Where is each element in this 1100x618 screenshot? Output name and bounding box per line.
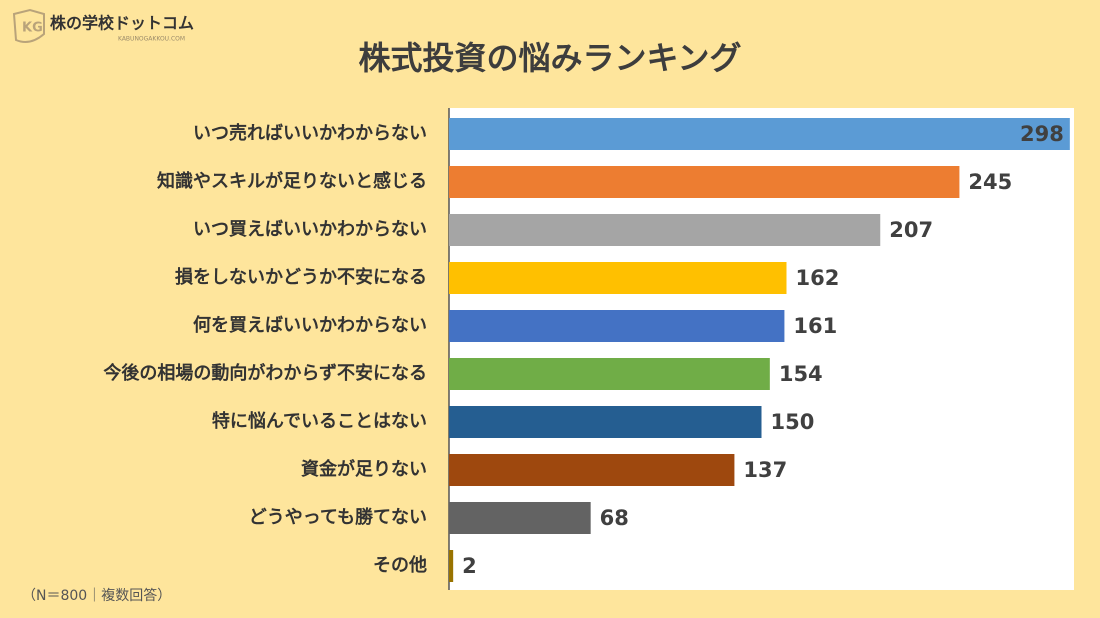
bar	[449, 262, 787, 294]
category-label: 今後の相場の動向がわからず不安になる	[103, 362, 427, 384]
category-label: 損をしないかどうか不安になる	[175, 266, 427, 288]
category-label: どうやっても勝てない	[249, 506, 427, 528]
bar	[449, 502, 591, 534]
bar	[449, 454, 735, 486]
chart-title: 株式投資の悩みランキング	[358, 39, 741, 77]
value-label: 2	[462, 554, 477, 578]
category-label: 特に悩んでいることはない	[212, 410, 427, 432]
bar	[449, 214, 881, 246]
logo-name: 株の学校ドットコム	[50, 14, 194, 33]
value-label: 161	[793, 314, 837, 338]
value-label: 68	[600, 506, 629, 530]
category-label: いつ売ればいいかわからない	[193, 122, 427, 144]
value-label: 162	[796, 266, 840, 290]
category-label: いつ買えばいいかわからない	[193, 219, 427, 240]
value-label: 298	[1020, 122, 1064, 146]
category-label: 知識やスキルが足りないと感じる	[157, 170, 427, 192]
value-label: 154	[779, 362, 823, 386]
category-label: 何を買えばいいかわからない	[193, 314, 427, 336]
logo-mark: KG	[22, 21, 43, 36]
bar	[449, 550, 454, 582]
value-label: 137	[743, 458, 787, 482]
category-label: 資金が足りない	[301, 458, 427, 480]
bar	[449, 166, 960, 198]
category-label: その他	[373, 554, 427, 576]
note: （N＝800｜複数回答）	[22, 587, 171, 604]
logo: KG 株の学校ドットコム KABUNOGAKKOU.COM	[12, 8, 194, 43]
logo-icon	[12, 8, 45, 43]
bar	[449, 358, 770, 390]
bar	[449, 406, 762, 438]
bar	[449, 310, 785, 342]
value-label: 207	[889, 218, 933, 242]
bar	[449, 118, 1070, 150]
logo-url: KABUNOGAKKOU.COM	[118, 36, 185, 43]
value-label: 245	[968, 170, 1012, 194]
value-label: 150	[771, 410, 815, 434]
